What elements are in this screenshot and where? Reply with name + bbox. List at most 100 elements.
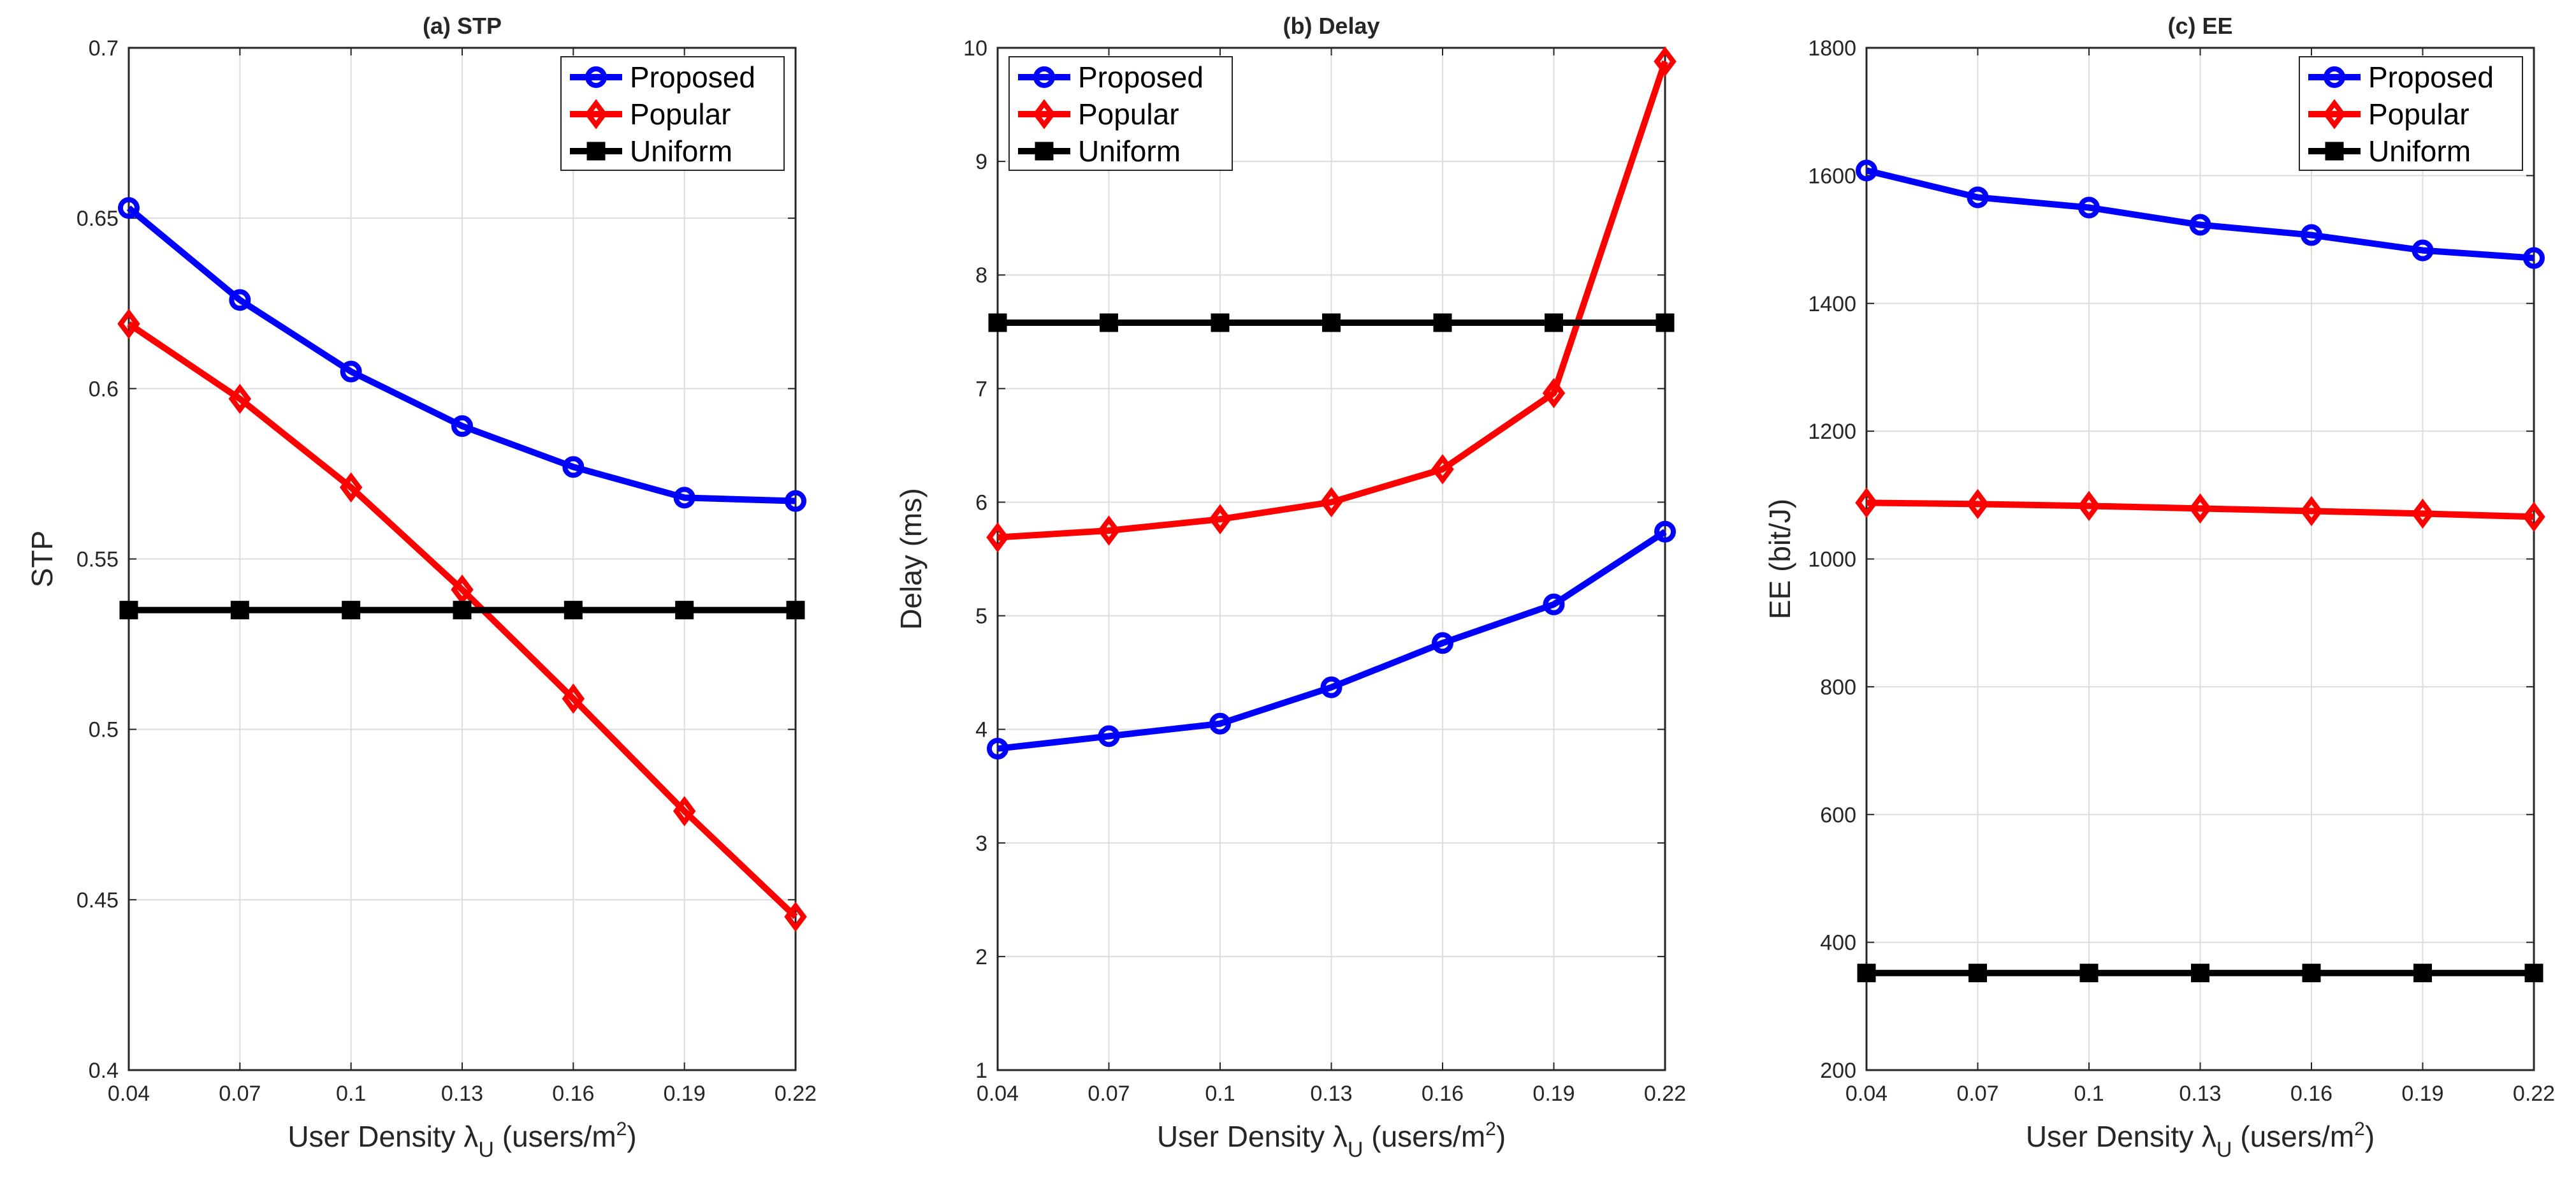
y-tick-label: 10 [963,36,987,61]
x-axis-label-prefix: User Density [2026,1120,2202,1153]
y-axis-label: STP [25,531,59,587]
y-axis-label: EE (bit/J) [1763,499,1796,619]
legend-item-proposed: Proposed [2308,61,2494,94]
y-tick-label: 3 [975,832,987,856]
chart-title: (a) STP [423,13,502,39]
data-point [2189,214,2211,236]
legend-item-proposed: Proposed [1018,61,1204,94]
series-group [986,46,1677,760]
data-point [119,601,138,620]
data-point [1211,313,1230,332]
data-point [1543,593,1565,615]
data-point [562,456,585,478]
y-tick-label: 1200 [1808,420,1856,444]
y-tick-label: 0.65 [76,207,119,231]
data-point [339,472,363,503]
data-point [1856,159,1877,182]
x-axis-label-unit-close: ) [1496,1120,1506,1153]
y-tick-label: 6 [975,490,987,515]
y-tick-label: 800 [1820,675,1856,700]
chart-panel-1: 0.04 0.07 0.1 0.13 0.16 0.19 0.22 0.4 0.45 0.5 0.5… [25,13,817,1162]
y-tick-label: 8 [975,263,987,288]
x-tick-label: 0.19 [664,1082,706,1106]
legend-label: Uniform [1078,135,1181,168]
legend-label: Uniform [2368,135,2471,168]
chart-title: (b) Delay [1283,13,1379,39]
chart-panel-2: 0.04 0.07 0.1 0.13 0.16 0.19 0.22 1 2 3 4 5 6 7 8 9 10 (b… [894,13,1686,1162]
legend-marker [1035,142,1054,161]
y-tick-label: 1 [975,1059,987,1083]
ticks: 0.04 0.07 0.1 0.13 0.16 0.19 0.22 200 400 600 800 1… [1808,36,2555,1106]
data-point [2078,196,2100,219]
data-point [564,601,583,620]
data-point [451,415,473,437]
x-axis-label-symbol: λ [2202,1120,2216,1153]
data-point [228,383,252,415]
y-tick-label: 2 [975,945,987,969]
data-point [1855,487,1878,518]
series-proposed [987,520,1676,760]
x-axis-label-unit-close: ) [2365,1120,2375,1153]
legend-item-uniform: Uniform [570,135,732,168]
data-point [1432,632,1453,654]
legend-label: Proposed [1078,61,1204,94]
data-point [451,574,474,605]
data-point [675,601,694,620]
legend-marker [2325,142,2344,161]
data-point [1209,712,1231,735]
x-tick-label: 0.13 [2179,1082,2221,1106]
legend-marker [586,142,606,161]
y-axis-label: Delay (ms) [894,488,928,629]
data-point [1322,313,1341,332]
data-point [784,901,807,932]
x-tick-label: 0.19 [1532,1082,1575,1106]
x-axis-label: User Density λU (users/m2) [287,1119,636,1162]
data-point [2300,496,2323,527]
data-point [1545,313,1563,332]
data-point [2411,498,2434,529]
data-point [453,601,472,620]
x-axis-label-prefix: User Density [1157,1120,1333,1153]
series-line [126,205,796,504]
y-tick-label: 200 [1820,1059,1856,1083]
data-point [988,313,1007,332]
legend-marker [1033,99,1056,129]
x-tick-label: 0.04 [108,1082,150,1106]
legend-item-uniform: Uniform [1018,135,1181,168]
y-tick-label: 4 [975,718,987,742]
legend-item-proposed: Proposed [570,61,755,94]
y-tick-label: 9 [975,150,987,174]
y-tick-label: 0.6 [89,377,119,401]
y-tick-label: 5 [975,605,987,629]
series-popular [1855,487,2545,533]
series-line [997,60,1668,541]
series-group [117,197,807,932]
x-tick-label: 0.22 [2513,1082,2555,1106]
series-popular [117,309,807,932]
data-point [1100,313,1118,332]
x-axis-label-subscript: U [478,1138,494,1162]
data-point [2524,964,2543,983]
legend: Proposed Popular Uniform [2299,56,2523,171]
series-uniform [988,313,1675,332]
legend-item-uniform: Uniform [2308,135,2471,168]
x-axis-label-symbol: λ [1333,1120,1348,1153]
legend: Proposed Popular Uniform [560,56,785,171]
x-tick-label: 0.16 [2290,1082,2332,1106]
series-line [1866,499,2535,520]
x-tick-label: 0.16 [1422,1082,1464,1106]
y-tick-label: 600 [1820,803,1856,827]
series-group [1855,159,2545,983]
data-point [673,796,696,826]
data-point [1320,676,1343,698]
x-axis-label-superscript: 2 [2354,1119,2365,1140]
x-tick-label: 0.04 [977,1082,1019,1106]
data-point [673,487,695,509]
data-point [1966,488,1990,520]
data-point [342,601,361,620]
series-line [1865,167,2535,261]
data-point [1431,454,1454,485]
data-point [1655,313,1675,332]
data-point [2523,247,2545,269]
legend-marker [2324,66,2345,88]
